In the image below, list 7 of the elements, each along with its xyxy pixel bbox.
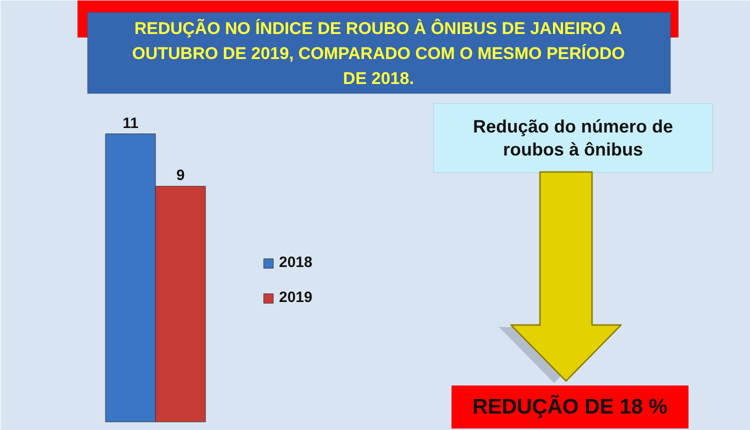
text: REDUÇÃO DE 18 % xyxy=(472,394,668,418)
text: REDUÇÃO NO ÍNDICE DE ROUBO À ÔNIBUS DE JANEIRO A OUTUBRO DE 2019, COMPARADO COM O MESMO PERÍODO DE 2018. xyxy=(132,18,625,88)
data-label: 9 xyxy=(176,167,185,184)
data-label: 11 xyxy=(122,114,138,132)
legend-label: 2019 xyxy=(279,289,312,306)
legend-label: 2018 xyxy=(279,254,312,271)
text: Redução do número de roubos à ônibus xyxy=(472,116,674,160)
